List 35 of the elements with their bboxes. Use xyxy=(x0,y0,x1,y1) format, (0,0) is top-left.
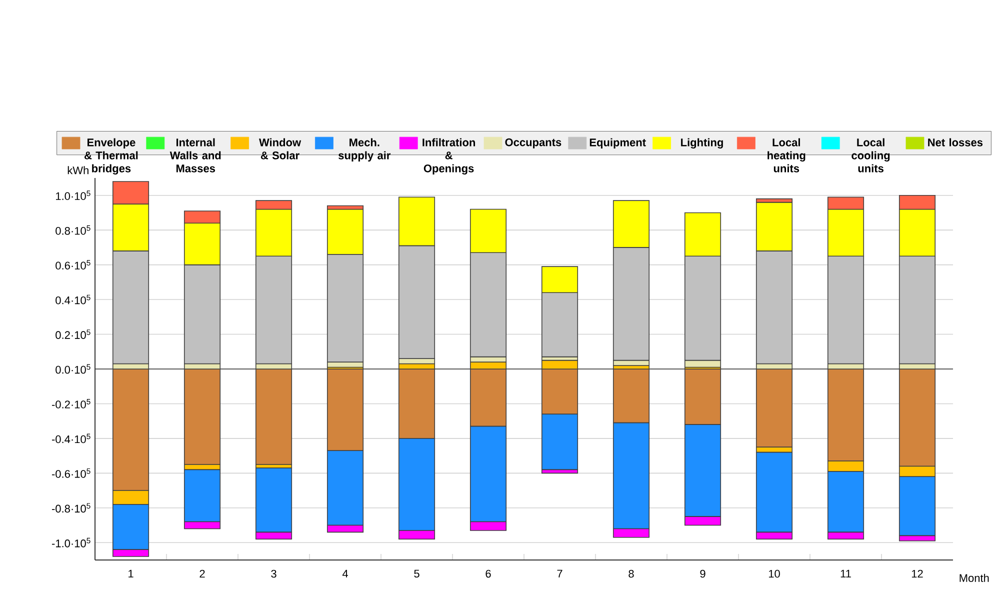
x-tick-label: 3 xyxy=(271,570,276,578)
x-tick-label: 4 xyxy=(342,570,348,578)
x-tick-label: 9 xyxy=(700,570,706,578)
y-tick-label: -0.2·10$^{5}$ xyxy=(52,399,90,408)
legend-label: Occupants xyxy=(505,138,562,148)
x-axis-title: Month xyxy=(960,574,989,582)
y-tick-label: 0.8·10$^{5}$ xyxy=(56,225,90,235)
y-tick-label: 0.2·10$^{5}$ xyxy=(56,330,90,339)
legend-label: Equipment xyxy=(590,138,646,148)
x-tick-label: 12 xyxy=(912,570,923,578)
y-tick-label: -0.4·10$^{5}$ xyxy=(52,434,90,444)
y-tick-label: 0.6·10$^{5}$ xyxy=(56,260,90,270)
x-tick-label: 8 xyxy=(628,570,634,578)
legend-label: Mech. supply air xyxy=(338,138,391,162)
y-tick-label: 0.4·10$^{5}$ xyxy=(56,294,90,304)
legend-label: Net losses xyxy=(928,138,983,146)
y-tick-label: 1.0·10$^{5}$ xyxy=(56,190,90,200)
legend-label: Internal Walls and Masses xyxy=(170,138,221,172)
x-tick-label: 1 xyxy=(128,570,134,578)
x-tick-label: 6 xyxy=(486,570,491,578)
x-tick-label: 2 xyxy=(200,570,205,578)
x-tick-label: 11 xyxy=(840,570,851,578)
legend-label: Local cooling units xyxy=(852,138,890,172)
y-tick-label: -0.6·10$^{5}$ xyxy=(52,468,90,478)
legend-label: Infiltration & Openings xyxy=(422,138,476,175)
legend-label: Lighting xyxy=(681,138,723,149)
x-tick-label: 5 xyxy=(414,570,420,578)
y-tick-label: -0.8·10$^{5}$ xyxy=(52,503,90,513)
legend-label: Window & Solar xyxy=(258,138,302,160)
y-axis-title: kWh xyxy=(68,166,88,174)
legend-label: Local heating units xyxy=(768,138,806,172)
y-tick-label: -1.0·10$^{5}$ xyxy=(52,538,90,548)
y-tick-label: 0.0·10$^{5}$ xyxy=(56,364,90,374)
x-tick-label: 10 xyxy=(768,570,780,578)
x-tick-label: 7 xyxy=(557,570,562,578)
